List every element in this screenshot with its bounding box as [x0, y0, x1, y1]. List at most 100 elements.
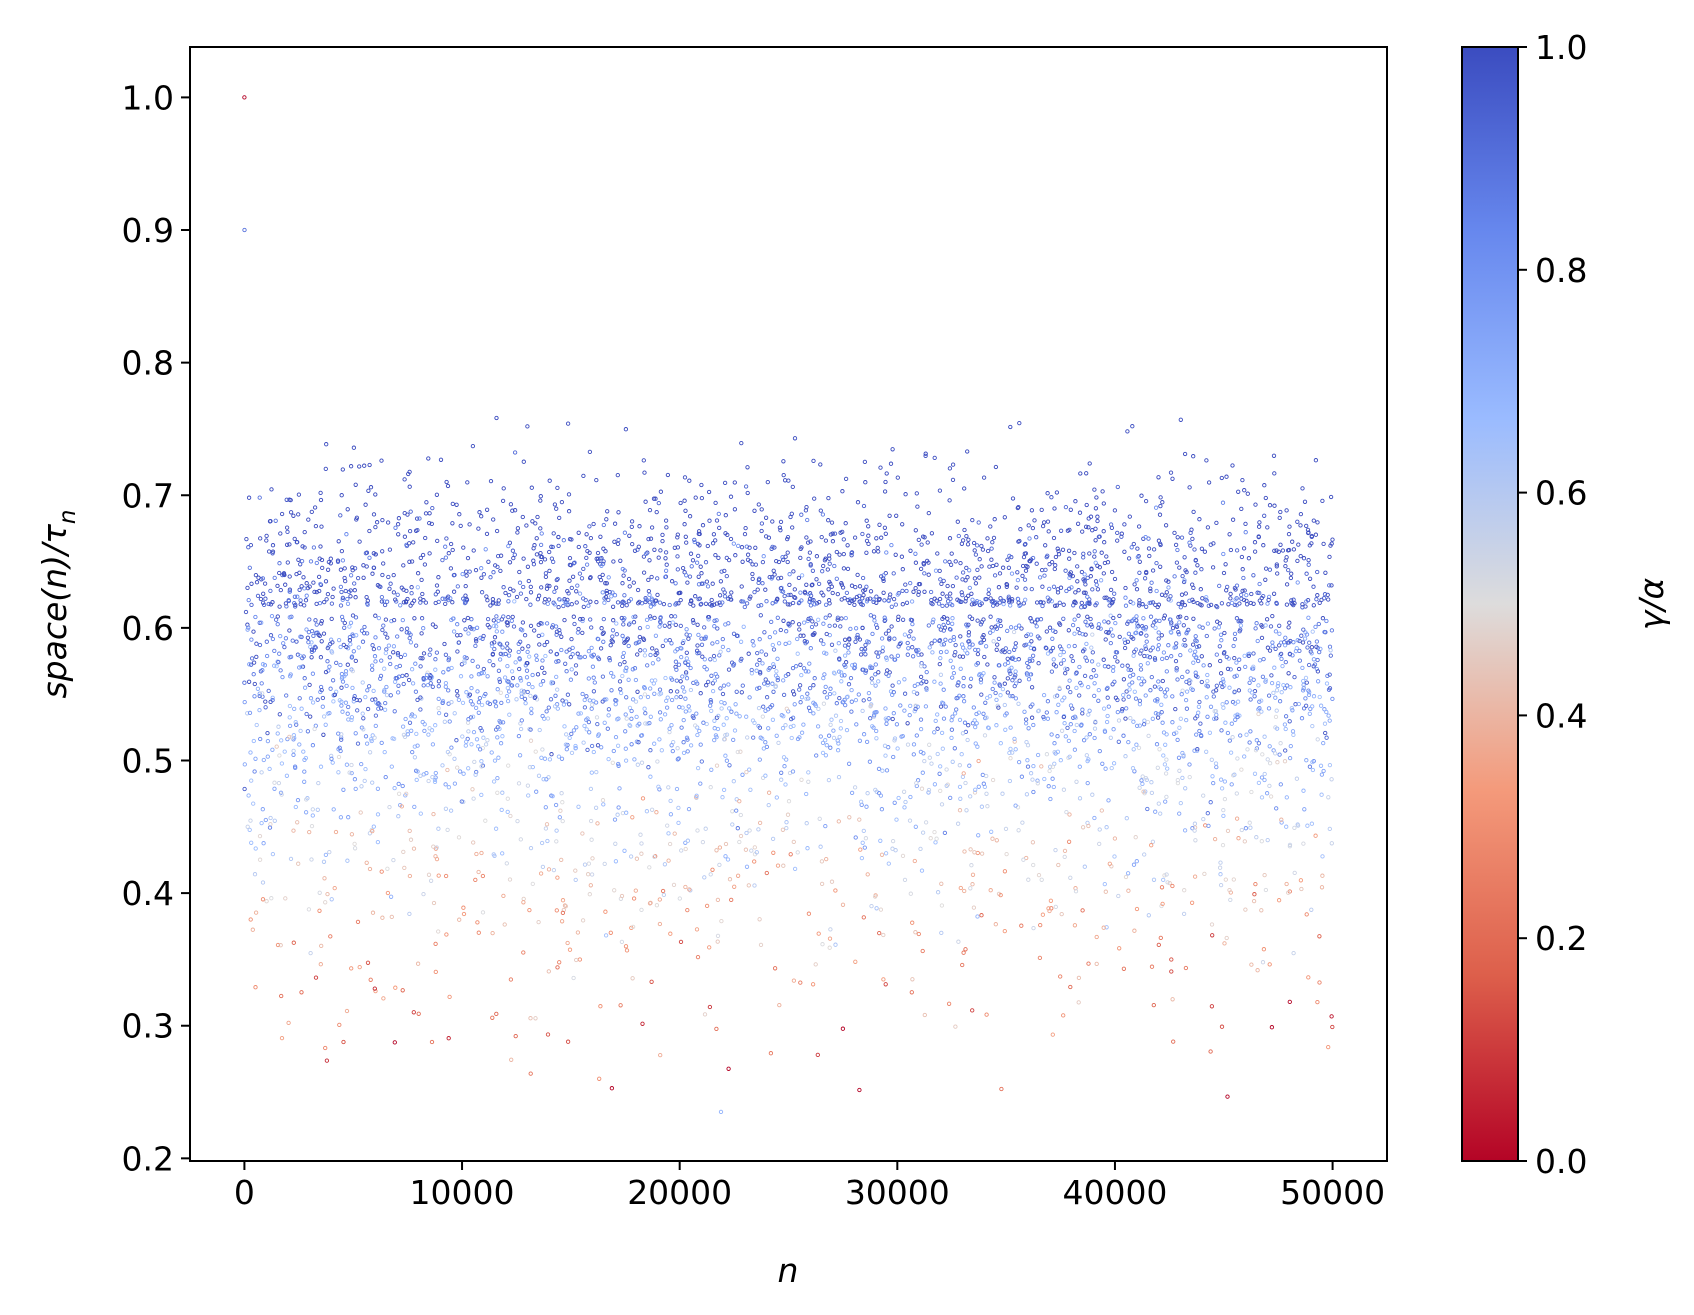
scatter-point-4803: [831, 670, 837, 675]
scatter-point-4556: [895, 653, 901, 658]
scatter-point-3741: [810, 568, 816, 573]
scatter-point-1840: [1197, 517, 1202, 522]
scatter-point-4077: [989, 546, 994, 551]
scatter-point-4290: [956, 939, 961, 944]
scatter-point-739: [892, 800, 897, 805]
scatter-point-3267: [287, 715, 292, 720]
scatter-point-3150: [477, 510, 482, 515]
scatter-point-2067: [964, 533, 969, 539]
scatter-point-3266: [312, 726, 317, 732]
scatter-point-2973: [994, 697, 999, 703]
scatter-point-4383: [462, 600, 468, 606]
scatter-point-4486: [563, 601, 568, 606]
scatter-point-4764: [408, 837, 414, 842]
scatter-point-3811: [774, 558, 779, 564]
scatter-point-4333: [1164, 757, 1169, 762]
scatter-point-4261: [591, 652, 596, 657]
scatter-point-552: [423, 511, 429, 516]
scatter-point-3742: [277, 570, 282, 576]
scatter-point-3818: [340, 675, 345, 680]
scatter-point-1055: [1269, 680, 1275, 686]
scatter-point-2648: [679, 654, 684, 660]
scatter-point-390: [321, 631, 327, 636]
scatter-point-1012: [356, 645, 361, 650]
scatter-point-4421: [433, 667, 438, 672]
scatter-point-4601: [832, 671, 837, 676]
scatter-point-975: [1023, 717, 1029, 722]
scatter-point-4964: [832, 623, 838, 628]
scatter-point-4403: [412, 804, 417, 810]
scatter-point-2660: [890, 716, 895, 722]
scatter-point-3526: [1047, 908, 1052, 914]
scatter-point-3797: [527, 907, 532, 913]
scatter-point-3845: [587, 730, 592, 735]
scatter-point-2580: [349, 770, 354, 776]
scatter-point-2146: [498, 651, 503, 657]
scatter-point-2221: [401, 600, 407, 605]
scatter-point-124: [547, 549, 552, 555]
scatter-point-4899: [819, 590, 824, 595]
scatter-point-4686: [1000, 598, 1005, 603]
scatter-point-2205: [724, 573, 729, 579]
scatter-point-3378: [319, 687, 324, 693]
scatter-point-1783: [1267, 962, 1272, 967]
scatter-point-1732: [616, 805, 621, 810]
scatter-point-2389: [745, 552, 751, 557]
scatter-point-1796: [678, 500, 683, 506]
scatter-point-4364: [1259, 698, 1264, 703]
scatter-point-274: [1210, 933, 1215, 938]
scatter-point-2003: [285, 736, 290, 742]
scatter-point-4014: [908, 617, 914, 622]
scatter-point-833: [304, 593, 309, 598]
scatter-point-4389: [499, 700, 504, 706]
scatter-point-2518: [936, 601, 942, 606]
scatter-point-2413: [559, 499, 565, 505]
scatter-point-4294: [1077, 510, 1083, 515]
scatter-point-2500: [941, 642, 947, 647]
scatter-point-4259: [602, 697, 607, 702]
scatter-point-4789: [648, 774, 653, 779]
scatter-point-4517: [443, 684, 448, 689]
scatter-point-3673: [911, 689, 917, 695]
scatter-point-2233: [641, 554, 647, 559]
scatter-point-1210: [1143, 789, 1148, 794]
scatter-point-2325: [1160, 500, 1165, 505]
scatter-point-4593: [560, 898, 566, 903]
scatter-point-2559: [789, 511, 794, 516]
scatter-point-2693: [1047, 625, 1053, 630]
scatter-point-4009: [376, 615, 382, 621]
scatter-point-3565: [344, 532, 349, 537]
scatter-point-465: [823, 615, 828, 620]
scatter-point-2954: [799, 672, 804, 678]
scatter-point-2747: [270, 747, 275, 752]
scatter-point-2514: [892, 738, 897, 743]
scatter-point-2708: [282, 644, 287, 650]
scatter-point-1662: [474, 625, 480, 630]
scatter-point-2980: [605, 509, 610, 514]
scatter-point-143: [902, 632, 908, 637]
scatter-point-61: [473, 567, 479, 573]
scatter-point-462: [871, 597, 876, 602]
scatter-point-4742: [418, 655, 423, 661]
scatter-point-2513: [336, 539, 341, 544]
scatter-point-977: [479, 702, 485, 708]
scatter-point-4568: [642, 686, 647, 691]
scatter-point-3399: [1138, 651, 1143, 656]
scatter-point-1069: [1072, 631, 1077, 636]
scatter-point-1641: [1063, 568, 1068, 573]
scatter-point-1935: [264, 899, 269, 904]
scatter-point-2280: [1303, 703, 1309, 708]
scatter-point-616: [1143, 646, 1148, 651]
scatter-point-1934: [709, 708, 714, 714]
scatter-point-115: [291, 940, 296, 945]
scatter-point-3428: [1027, 536, 1032, 541]
scatter-point-1960: [320, 695, 326, 701]
scatter-point-3209: [827, 623, 832, 629]
scatter-point-2476: [778, 627, 783, 633]
scatter-point-743: [516, 781, 522, 786]
scatter-point-4206: [1127, 682, 1132, 687]
scatter-point-1043: [1267, 503, 1273, 508]
scatter-point-4508: [1328, 653, 1333, 658]
scatter-point-1589: [1219, 601, 1225, 606]
scatter-point-1731: [1223, 877, 1228, 882]
